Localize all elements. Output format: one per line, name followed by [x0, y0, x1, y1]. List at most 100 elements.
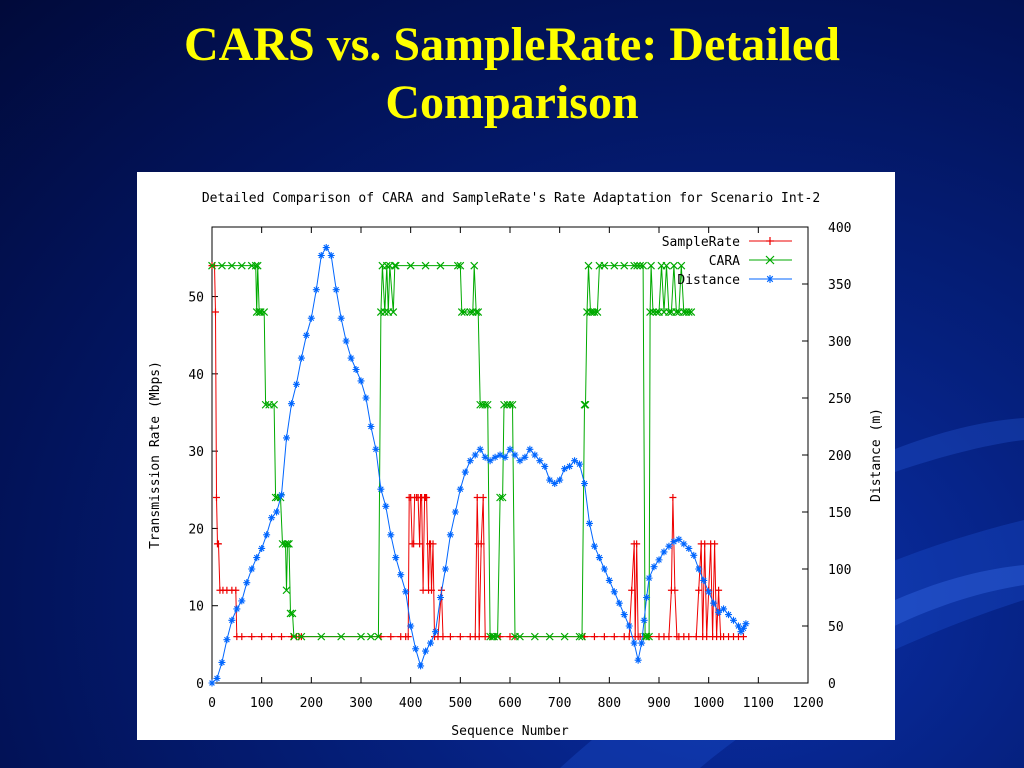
data-point-distance — [392, 554, 400, 562]
data-point-cara — [639, 261, 648, 270]
data-point-cara — [382, 261, 391, 270]
data-point-samplerate — [473, 494, 481, 502]
data-point-cara — [500, 400, 508, 409]
y-tick-label: 40 — [188, 368, 204, 383]
data-point-cara — [391, 261, 400, 270]
data-point-cara — [460, 308, 469, 316]
data-point-distance — [377, 485, 385, 493]
data-point-distance — [422, 647, 430, 655]
data-point-distance — [446, 531, 454, 539]
data-point-samplerate — [232, 586, 240, 594]
data-point-distance — [287, 400, 295, 408]
data-point-distance — [342, 337, 350, 345]
data-point-cara — [389, 308, 398, 316]
data-point-distance — [521, 453, 529, 461]
data-point-distance — [248, 565, 256, 573]
data-point-distance — [302, 331, 310, 339]
data-point-cara — [575, 632, 584, 641]
data-point-cara — [270, 400, 279, 409]
data-point-cara — [390, 261, 399, 270]
data-point-cara — [483, 400, 492, 409]
data-point-cara — [436, 261, 445, 270]
data-point-distance — [655, 556, 663, 564]
line-chart: Detailed Comparison of CARA and SampleRa… — [148, 191, 884, 739]
data-point-distance — [645, 574, 653, 582]
y2-tick-label: 200 — [828, 449, 851, 464]
y2-tick-label: 0 — [828, 677, 836, 692]
x-tick-label: 400 — [399, 696, 422, 711]
data-point-distance — [238, 597, 246, 605]
data-point-cara — [545, 632, 554, 641]
data-point-distance — [625, 622, 633, 630]
data-point-samplerate — [214, 540, 222, 548]
data-point-distance — [720, 605, 728, 613]
data-point-distance — [536, 457, 544, 465]
data-point-cara — [506, 400, 514, 409]
data-point-distance — [362, 394, 370, 402]
data-point-cara — [421, 261, 430, 270]
data-point-distance — [436, 594, 444, 601]
data-point-distance — [417, 662, 425, 670]
data-point-distance — [367, 423, 375, 430]
data-point-cara — [684, 308, 693, 316]
slide-title-line-2: Comparison — [385, 76, 639, 129]
data-point-cara — [337, 632, 346, 641]
data-point-distance — [441, 565, 449, 573]
data-point-samplerate — [600, 633, 608, 641]
data-point-samplerate — [477, 540, 485, 548]
data-point-distance — [258, 544, 266, 552]
data-point-cara — [610, 261, 619, 270]
data-point-distance — [228, 616, 236, 624]
slide-title: CARS vs. SampleRate: Detailed Comparison — [60, 16, 964, 132]
y2-tick-label: 150 — [828, 506, 851, 521]
data-point-samplerate — [695, 586, 703, 594]
data-point-samplerate — [428, 586, 436, 594]
axes-layer: 0 100 200 300 400 500 600 700 800 900 1000 1100 1200… — [188, 221, 851, 711]
data-point-distance — [541, 462, 549, 470]
data-point-distance — [551, 480, 559, 487]
data-point-samplerate — [625, 633, 633, 641]
data-point-distance — [208, 679, 216, 687]
data-point-distance — [223, 636, 231, 644]
data-point-samplerate — [410, 540, 418, 548]
data-point-distance — [317, 252, 325, 259]
data-point-cara — [474, 308, 483, 316]
y2-tick-label: 400 — [828, 221, 851, 236]
data-point-samplerate — [446, 633, 454, 641]
data-point-samplerate — [439, 633, 447, 641]
x-tick-label: 1200 — [792, 696, 823, 711]
data-point-cara — [218, 261, 226, 270]
data-point-cara — [630, 261, 639, 270]
data-point-distance — [615, 599, 623, 607]
data-point-samplerate — [258, 633, 266, 641]
data-point-distance — [233, 605, 241, 613]
x-tick-label: 1000 — [693, 696, 724, 711]
data-point-distance — [638, 639, 646, 647]
data-point-distance — [407, 622, 415, 630]
data-point-cara — [652, 308, 661, 316]
series-layer — [208, 244, 750, 687]
x-tick-label: 200 — [300, 696, 323, 711]
data-point-distance — [715, 608, 723, 616]
data-point-cara — [647, 261, 655, 270]
data-point-distance — [278, 491, 286, 499]
data-point-distance — [605, 576, 613, 584]
data-point-cara — [581, 400, 590, 409]
data-point-cara — [590, 308, 599, 316]
data-point-distance — [471, 451, 479, 459]
series-samplerate — [208, 262, 747, 641]
data-point-cara — [530, 632, 539, 641]
data-point-distance — [327, 252, 335, 259]
data-point-samplerate — [633, 540, 641, 548]
data-point-samplerate — [610, 633, 618, 641]
data-point-distance — [705, 588, 713, 596]
data-point-distance — [402, 588, 410, 596]
data-point-cara — [251, 261, 260, 270]
data-point-distance — [451, 508, 459, 516]
data-point-samplerate — [711, 540, 719, 548]
data-point-cara — [260, 308, 269, 316]
data-point-distance — [620, 611, 628, 619]
data-point-distance — [511, 451, 519, 459]
data-point-distance — [581, 480, 588, 487]
data-point-samplerate — [429, 540, 437, 548]
